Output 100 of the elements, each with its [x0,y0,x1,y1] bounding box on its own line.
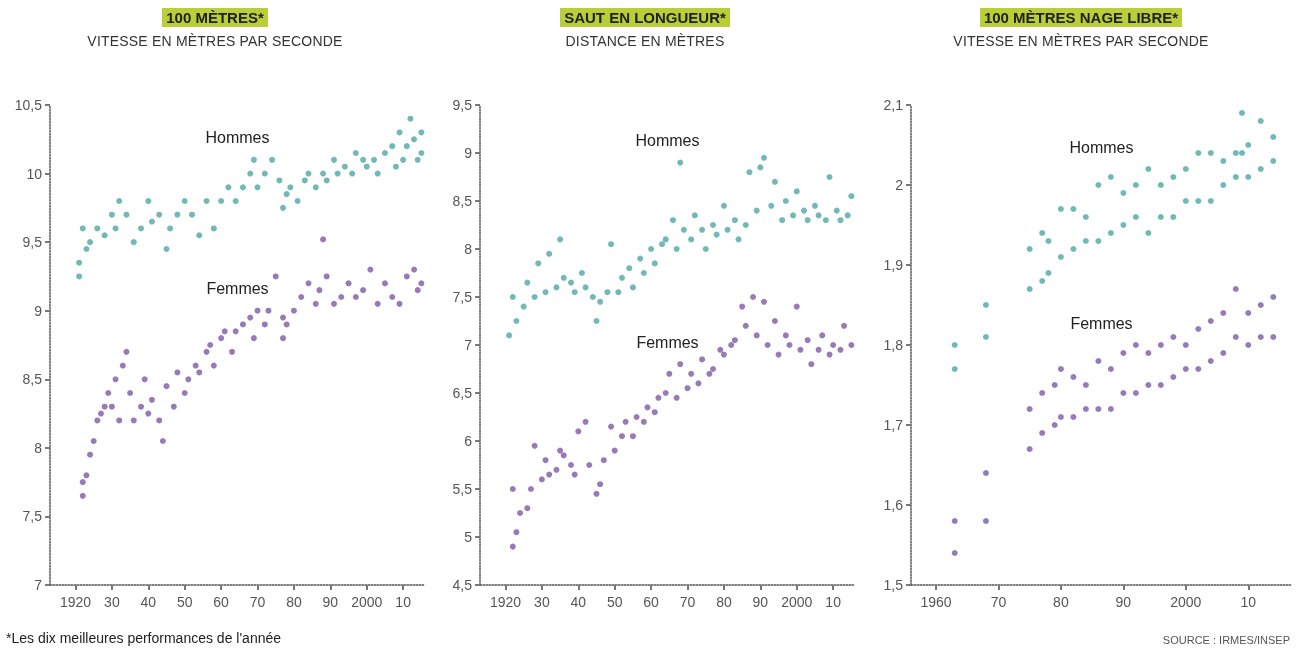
x-tick-label: 40 [570,594,587,610]
x-tick-label: 60 [213,594,230,610]
chart-subtitle: DISTANCE EN MÈTRES [564,33,726,49]
chart-title: 100 MÈTRES NAGE LIBRE* [979,8,1183,27]
point [1120,222,1127,228]
point [1145,166,1152,172]
point [1170,334,1177,340]
point [1039,430,1046,436]
point [1095,238,1102,244]
point [1107,406,1114,412]
y-tick-label: 9,5 [452,97,473,113]
point [1257,302,1264,308]
y-tick-label: 7,5 [452,289,473,305]
y-tick-label: 1,5 [883,577,904,593]
y-tick-label: 9 [34,302,43,319]
point [1207,150,1214,156]
point [1070,374,1077,380]
y-tick-label: 9 [464,145,473,161]
point [1232,286,1239,292]
point [1270,334,1277,340]
x-tick-label: 80 [286,594,302,610]
point [951,342,958,348]
point [1039,390,1046,396]
point [1095,182,1102,188]
point [1107,230,1114,236]
point [1132,214,1139,220]
point [1095,358,1102,364]
point [1257,118,1264,124]
point [1170,374,1177,380]
y-tick-label: 1,6 [883,497,904,513]
series-label: Hommes [635,132,700,150]
source-note: SOURCE : IRMES/INSEP [1162,634,1290,646]
point [1057,366,1064,372]
point [1270,158,1277,164]
point [982,302,989,308]
chart-subtitle: VITESSE EN MÈTRES PAR SECONDE [952,33,1210,49]
y-tick-label: 8,5 [22,371,43,388]
point [1232,150,1239,156]
point [1245,310,1252,316]
point [982,334,989,340]
point [1039,230,1046,236]
point [1045,270,1052,276]
x-tick-label: 10 [825,594,842,610]
point [1120,390,1127,396]
point [1182,342,1189,348]
point [1095,406,1102,412]
point [1145,230,1152,236]
x-tick-label: 80 [1053,594,1069,610]
point [1257,166,1264,172]
y-tick-label: 2 [895,177,904,193]
point [1082,238,1089,244]
x-tick-label: 10 [1240,594,1257,610]
x-tick-label: 80 [716,594,732,610]
point [951,518,958,524]
point [1182,198,1189,204]
x-tick-label: 2000 [1170,594,1202,610]
point [1057,254,1064,260]
point [1026,446,1033,452]
point [1270,294,1277,300]
point [1195,150,1202,156]
x-tick-label: 10 [395,594,412,610]
point [1132,342,1139,348]
point [1120,190,1127,196]
y-tick-label: 10 [26,165,43,182]
point [1107,174,1114,180]
point [1039,278,1046,284]
series-label: Femmes [636,333,699,351]
y-tick-label: 5 [464,529,473,545]
chart-title: 100 MÈTRES* [162,8,268,27]
point [951,366,958,372]
point [1045,238,1052,244]
point [1057,414,1064,420]
y-tick-label: 8 [34,439,43,456]
point [1239,150,1246,156]
y-tick-label: 7,5 [22,508,43,525]
x-tick-label: 70 [990,594,1007,610]
x-tick-label: 90 [752,594,769,610]
series-label: Femmes [1070,314,1133,332]
y-tick-label: 6 [464,433,473,449]
y-tick-label: 2,1 [883,97,904,113]
x-tick-label: 90 [322,594,339,610]
point [1232,334,1239,340]
point [1170,214,1177,220]
point [1132,390,1139,396]
y-tick-label: 8,5 [452,193,473,209]
point [1157,382,1164,388]
x-tick-label: 70 [679,594,696,610]
point [1220,310,1227,316]
y-tick-label: 6,5 [452,385,473,401]
point [1026,406,1033,412]
x-tick-label: 30 [104,594,120,610]
point [1051,382,1058,388]
point [1082,382,1089,388]
point [1082,214,1089,220]
point [1157,342,1164,348]
x-tick-label: 60 [643,594,660,610]
point [1157,182,1164,188]
y-tick-label: 7 [34,577,43,593]
point [1070,246,1077,252]
point [1245,174,1252,180]
